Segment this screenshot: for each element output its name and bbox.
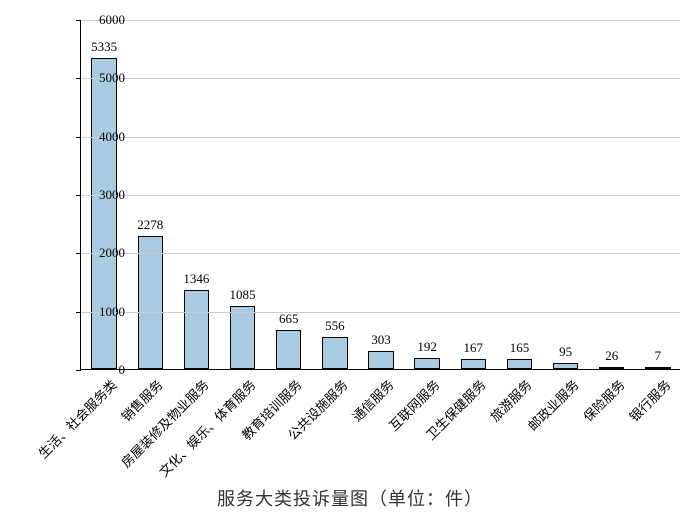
bar-value-label: 2278 bbox=[120, 217, 180, 233]
bar: 26 bbox=[599, 367, 624, 369]
gridline bbox=[81, 195, 680, 196]
chart-caption: 服务大类投诉量图（单位：件） bbox=[0, 485, 700, 511]
y-tick-label: 2000 bbox=[75, 245, 125, 261]
x-category-label: 保险服务 bbox=[578, 375, 628, 425]
y-tick-label: 0 bbox=[75, 362, 125, 378]
gridline bbox=[81, 137, 680, 138]
bar-value-label: 5335 bbox=[74, 39, 134, 55]
x-category-label: 生活、社会服务类 bbox=[34, 375, 121, 462]
y-tick-label: 6000 bbox=[75, 12, 125, 28]
bar: 556 bbox=[322, 337, 347, 369]
bar: 95 bbox=[553, 363, 578, 369]
bar: 1085 bbox=[230, 306, 255, 369]
gridline bbox=[81, 20, 680, 21]
bar: 165 bbox=[507, 359, 532, 369]
bar: 665 bbox=[276, 330, 301, 369]
bar: 192 bbox=[414, 358, 439, 369]
y-tick-label: 5000 bbox=[75, 70, 125, 86]
x-category-label: 银行服务 bbox=[624, 375, 674, 425]
bar-value-label: 1085 bbox=[213, 287, 273, 303]
bar-value-label: 7 bbox=[628, 348, 688, 364]
y-tick-label: 4000 bbox=[75, 129, 125, 145]
plot-area: 533522781346108566555630319216716595267 bbox=[80, 20, 680, 370]
bar-value-label: 1346 bbox=[166, 271, 226, 287]
y-tick-label: 3000 bbox=[75, 187, 125, 203]
gridline bbox=[81, 312, 680, 313]
y-tick-label: 1000 bbox=[75, 304, 125, 320]
bar: 7 bbox=[645, 367, 670, 369]
bar: 2278 bbox=[138, 236, 163, 369]
gridline bbox=[81, 253, 680, 254]
chart-container: 533522781346108566555630319216716595267 … bbox=[30, 20, 680, 420]
bar-value-label: 556 bbox=[305, 318, 365, 334]
gridline bbox=[81, 78, 680, 79]
bar: 167 bbox=[461, 359, 486, 369]
bar: 1346 bbox=[184, 290, 209, 369]
bar: 303 bbox=[368, 351, 393, 369]
bar: 5335 bbox=[91, 58, 116, 369]
